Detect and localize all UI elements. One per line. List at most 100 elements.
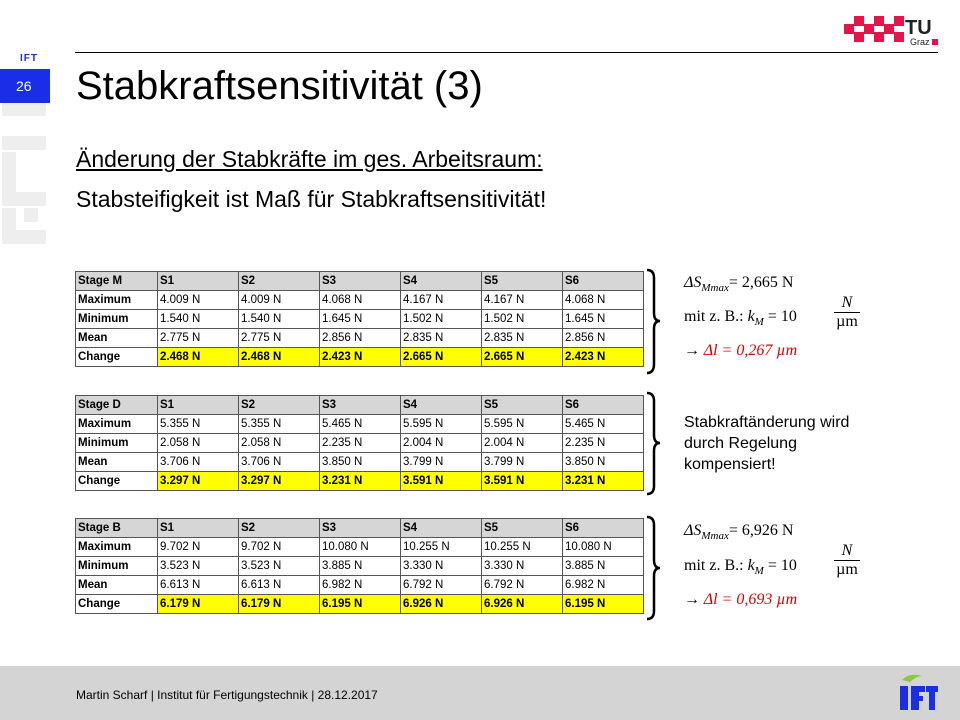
subtitle-stiffness: Stabsteifigkeit ist Maß für Stabkraftsen… [76, 186, 547, 212]
table-cell: 1.540 N [238, 309, 320, 329]
result-b: → Δl = 0,693 µm [684, 591, 797, 609]
table-cell: 1.540 N [157, 309, 239, 329]
fraction-numerator: N [834, 542, 860, 561]
table-cell: 6.195 N [319, 594, 401, 614]
table-row: Maximum 5.355 N 5.355 N 5.465 N 5.595 N … [75, 414, 644, 434]
table-cell: 3.330 N [400, 556, 482, 576]
table-cell: 2.058 N [238, 433, 320, 453]
table-header-cell: S1 [157, 395, 239, 415]
table-cell: 4.167 N [481, 290, 563, 310]
delta-s-symbol: ΔS [684, 274, 702, 291]
table-row-change: Change 2.468 N 2.468 N 2.423 N 2.665 N 2… [75, 347, 644, 367]
table-row: Minimum 2.058 N 2.058 N 2.235 N 2.004 N … [75, 433, 644, 453]
table-cell: 2.665 N [481, 347, 563, 367]
table-header-cell: Stage B [75, 518, 158, 538]
row-label: Maximum [75, 290, 158, 310]
row-label: Change [75, 594, 158, 614]
table-cell: 2.665 N [400, 347, 482, 367]
footer-text: Martin Scharf | Institut für Fertigungst… [76, 688, 378, 702]
stiffness-eq: = 10 [763, 557, 797, 574]
table-header-cell: S2 [238, 271, 320, 291]
delta-l-result: Δl = 0,693 µm [703, 591, 798, 608]
table-header-cell: Stage D [75, 395, 158, 415]
table-cell: 5.355 N [157, 414, 239, 434]
page-title: Stabkraftsensitivität (3) [76, 64, 483, 108]
delta-s-subscript: Mmax [701, 530, 729, 543]
table-cell: 6.792 N [481, 575, 563, 595]
table-cell: 3.591 N [400, 471, 482, 491]
table-row: Minimum 1.540 N 1.540 N 1.645 N 1.502 N … [75, 309, 644, 329]
table-cell: 10.080 N [319, 537, 401, 557]
table-cell: 10.080 N [562, 537, 644, 557]
table-cell: 4.009 N [238, 290, 320, 310]
footer-bar [0, 666, 960, 720]
table-row-change: Change 6.179 N 6.179 N 6.195 N 6.926 N 6… [75, 594, 644, 614]
table-cell: 5.465 N [562, 414, 644, 434]
fraction-denominator: µm [836, 313, 858, 330]
arrow-icon: → [684, 591, 700, 608]
table-header-cell: S5 [481, 395, 563, 415]
table-cell: 9.702 N [238, 537, 320, 557]
table-cell: 2.423 N [562, 347, 644, 367]
stiffness-formula-b: mit z. B.: kM = 10 [684, 557, 797, 577]
table-header-cell: S5 [481, 518, 563, 538]
arrow-icon: → [684, 342, 700, 359]
ift-watermark-icon [2, 102, 46, 244]
table-cell: 6.982 N [562, 575, 644, 595]
table-cell: 2.856 N [319, 328, 401, 348]
row-label: Change [75, 347, 158, 367]
table-header-cell: S3 [319, 271, 401, 291]
delta-l-result: Δl = 0,267 µm [703, 342, 798, 359]
table-header-cell: S3 [319, 395, 401, 415]
table-cell: 9.702 N [157, 537, 239, 557]
table-cell: 3.706 N [238, 452, 320, 472]
table-row: Maximum 9.702 N 9.702 N 10.080 N 10.255 … [75, 537, 644, 557]
table-row-change: Change 3.297 N 3.297 N 3.231 N 3.591 N 3… [75, 471, 644, 491]
table-cell: 3.231 N [562, 471, 644, 491]
table-cell: 2.775 N [157, 328, 239, 348]
row-label: Minimum [75, 433, 158, 453]
table-cell: 2.468 N [157, 347, 239, 367]
table-cell: 4.068 N [562, 290, 644, 310]
table-row: Mean 2.775 N 2.775 N 2.856 N 2.835 N 2.8… [75, 328, 644, 348]
table-cell: 2.235 N [319, 433, 401, 453]
stiffness-eq: = 10 [763, 308, 797, 325]
table-header-cell: S4 [400, 518, 482, 538]
table-cell: 2.423 N [319, 347, 401, 367]
table-cell: 5.595 N [400, 414, 482, 434]
table-cell: 3.297 N [157, 471, 239, 491]
table-cell: 3.799 N [400, 452, 482, 472]
fraction-denominator: µm [836, 561, 858, 578]
delta-s-symbol: ΔS [684, 522, 702, 539]
tu-logo-text: TU [905, 17, 932, 39]
table-cell: 3.591 N [481, 471, 563, 491]
table-header-cell: S6 [562, 271, 644, 291]
table-cell: 2.775 N [238, 328, 320, 348]
fraction-numerator: N [834, 294, 860, 313]
table-cell: 2.235 N [562, 433, 644, 453]
fraction-m: N µm [834, 294, 860, 331]
table-row: Maximum 4.009 N 4.009 N 4.068 N 4.167 N … [75, 290, 644, 310]
row-label: Maximum [75, 537, 158, 557]
stage-d-table: Stage D S1 S2 S3 S4 S5 S6 Maximum 5.355 … [75, 395, 644, 491]
table-cell: 6.792 N [400, 575, 482, 595]
table-cell: 1.502 N [481, 309, 563, 329]
table-cell: 6.982 N [319, 575, 401, 595]
table-cell: 6.613 N [238, 575, 320, 595]
table-cell: 2.004 N [481, 433, 563, 453]
row-label: Minimum [75, 309, 158, 329]
table-header-cell: S1 [157, 518, 239, 538]
table-cell: 10.255 N [400, 537, 482, 557]
stage-m-table: Stage M S1 S2 S3 S4 S5 S6 Maximum 4.009 … [75, 271, 644, 367]
stiffness-prefix: mit z. B.: [684, 557, 748, 574]
table-cell: 6.613 N [157, 575, 239, 595]
row-label: Minimum [75, 556, 158, 576]
stiffness-formula-m: mit z. B.: kM = 10 [684, 308, 797, 328]
table-cell: 3.850 N [319, 452, 401, 472]
table-cell: 4.009 N [157, 290, 239, 310]
table-row: Minimum 3.523 N 3.523 N 3.885 N 3.330 N … [75, 556, 644, 576]
table-cell: 3.885 N [562, 556, 644, 576]
table-cell: 3.850 N [562, 452, 644, 472]
table-cell: 2.004 N [400, 433, 482, 453]
control-note: Stabkraftänderung wird durch Regelung ko… [684, 414, 850, 473]
